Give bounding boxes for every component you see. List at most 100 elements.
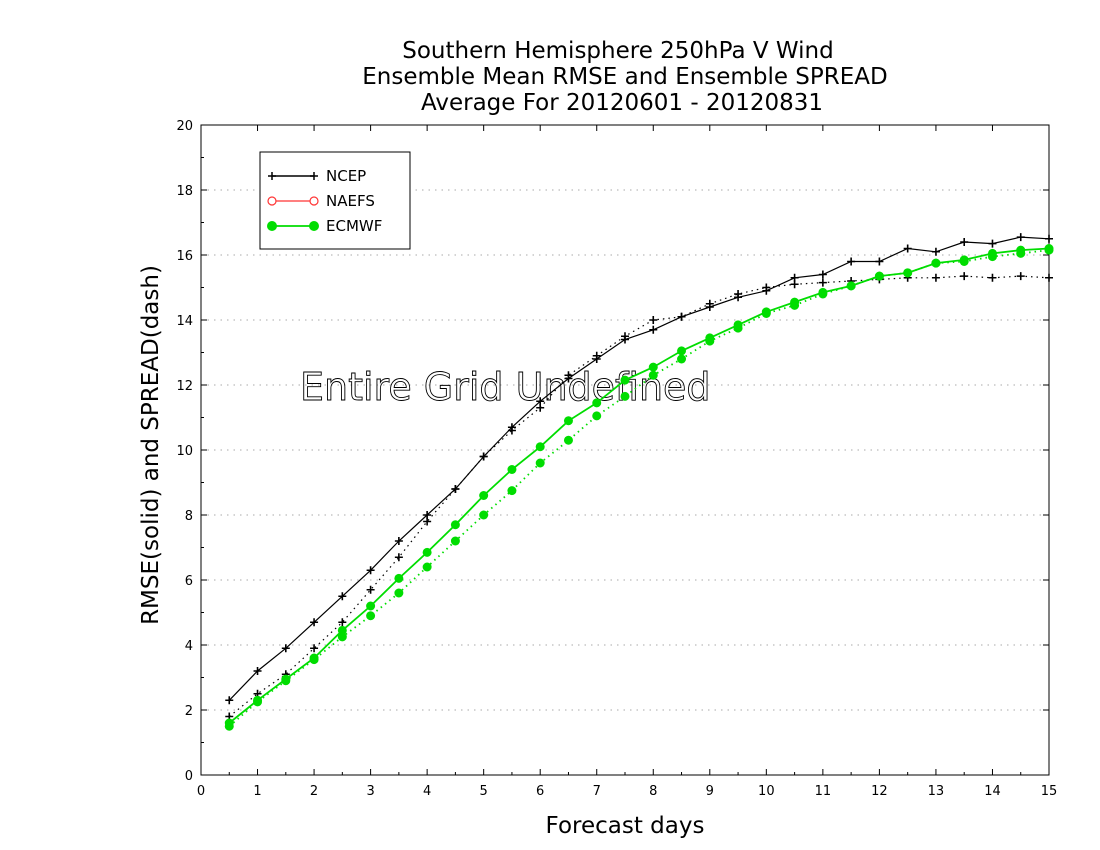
ecmwf-spread-point xyxy=(479,510,489,520)
grid-lines xyxy=(201,189,1049,711)
x-tick-label-9: 9 xyxy=(706,784,714,799)
ncep-rmse-point xyxy=(507,423,516,432)
ncep-rmse-point xyxy=(310,618,319,627)
ncep-rmse-point xyxy=(649,325,658,334)
ncep-spread-point xyxy=(960,272,969,281)
ecmwf-rmse-point xyxy=(1044,244,1054,253)
y-tick-label-2: 2 xyxy=(185,704,193,719)
ncep-rmse-point xyxy=(677,312,686,321)
ecmwf-rmse-point xyxy=(931,258,941,268)
x-tick-label-8: 8 xyxy=(649,784,657,799)
ncep-rmse-point xyxy=(903,244,912,253)
x-tick-label-12: 12 xyxy=(871,784,888,799)
legend: NCEP NAEFS ECMWF xyxy=(259,151,411,250)
y-tick-label-8: 8 xyxy=(185,509,193,524)
ecmwf-spread-point xyxy=(535,458,545,468)
y-tick-label-18: 18 xyxy=(176,184,193,199)
ecmwf-rmse-point xyxy=(677,346,687,356)
ncep-rmse-point xyxy=(818,270,827,279)
x-tick-label-4: 4 xyxy=(423,784,431,799)
y-tick-label-20: 20 xyxy=(176,119,193,134)
ecmwf-spread-point xyxy=(366,611,376,621)
ecmwf-spread-point xyxy=(592,411,602,421)
ncep-spread-point xyxy=(988,273,997,282)
ecmwf-rmse-point xyxy=(422,547,432,557)
legend-ecmwf-marker-left xyxy=(267,221,277,231)
ecmwf-rmse-point xyxy=(818,287,828,297)
ncep-spread-point xyxy=(1045,273,1053,282)
ecmwf-rmse-point xyxy=(479,491,489,500)
ecmwf-rmse-point xyxy=(224,718,234,728)
ncep-rmse-point xyxy=(621,335,629,344)
legend-label-ncep: NCEP xyxy=(326,167,366,185)
ecmwf-rmse-point xyxy=(337,625,347,635)
ecmwf-spread-point xyxy=(563,435,573,445)
y-tick-label-10: 10 xyxy=(176,444,193,459)
ncep-rmse-point xyxy=(394,537,403,545)
x-tick-label-2: 2 xyxy=(310,784,318,799)
ncep-rmse-point xyxy=(479,452,488,461)
ncep-rmse-point xyxy=(1045,234,1053,243)
ncep-rmse-point xyxy=(366,566,375,575)
ncep-rmse-point xyxy=(225,696,234,705)
ecmwf-spread-point xyxy=(507,486,517,496)
x-tick-label-1: 1 xyxy=(253,784,261,799)
ecmwf-spread-point xyxy=(620,391,630,401)
ecmwf-spread-point xyxy=(422,562,432,572)
ncep-rmse-point xyxy=(931,247,940,256)
ecmwf-rmse-point xyxy=(790,297,800,307)
chart-title-line-1: Southern Hemisphere 250hPa V Wind xyxy=(402,38,833,64)
ncep-rmse-point xyxy=(790,273,799,282)
ncep-spread-line xyxy=(228,275,1050,717)
y-tick-label-0: 0 xyxy=(185,769,193,784)
ecmwf-rmse-point xyxy=(846,281,856,291)
ncep-rmse-point xyxy=(847,257,856,266)
ecmwf-rmse-point xyxy=(874,271,884,281)
ecmwf-rmse-point xyxy=(761,307,771,317)
ncep-spread-point xyxy=(338,618,347,627)
ncep-spread-point xyxy=(931,273,940,282)
ncep-rmse-point xyxy=(988,239,997,248)
x-tick-label-7: 7 xyxy=(593,784,601,799)
ecmwf-rmse-point xyxy=(987,248,997,258)
ncep-rmse-point xyxy=(451,485,460,493)
x-tick-label-14: 14 xyxy=(984,784,1001,799)
ncep-spread-point xyxy=(1016,272,1025,281)
ncep-spread-point xyxy=(649,316,658,324)
ecmwf-spread-line xyxy=(228,249,1050,727)
ecmwf-rmse-point xyxy=(620,375,630,385)
ecmwf-spread-point xyxy=(677,354,687,364)
ncep-rmse-point xyxy=(1016,233,1025,242)
y-tick-label-14: 14 xyxy=(176,314,193,329)
ncep-rmse-point xyxy=(338,592,347,601)
ecmwf-rmse-point xyxy=(366,601,376,611)
ncep-rmse-point xyxy=(875,257,884,266)
chart-title-line-3: Average For 20120601 - 20120831 xyxy=(421,90,823,116)
series-layer xyxy=(224,233,1054,731)
x-tick-label-6: 6 xyxy=(536,784,544,799)
y-axis-ticks: 0 2 4 6 8 10 12 14 16 18 20 xyxy=(176,119,1049,784)
y-tick-label-16: 16 xyxy=(176,249,193,264)
ncep-rmse-point xyxy=(253,667,262,675)
ecmwf-spread-point xyxy=(450,536,460,546)
x-tick-label-15: 15 xyxy=(1041,784,1058,799)
ncep-rmse-point xyxy=(564,374,573,383)
ecmwf-spread-point xyxy=(394,588,404,598)
ncep-rmse-point xyxy=(423,511,432,519)
ecmwf-rmse-point xyxy=(648,362,658,372)
ecmwf-rmse-point xyxy=(394,573,404,583)
ecmwf-rmse-point xyxy=(253,695,263,705)
ecmwf-rmse-line xyxy=(228,247,1050,724)
ncep-spread-point xyxy=(818,278,827,287)
ecmwf-rmse-point xyxy=(733,320,743,330)
ncep-rmse-line xyxy=(228,236,1050,701)
ecmwf-spread-point xyxy=(337,632,347,642)
ecmwf-rmse-point xyxy=(450,520,460,530)
ncep-rmse-point xyxy=(960,238,969,246)
ncep-rmse-point xyxy=(281,644,290,653)
ncep-spread-point xyxy=(394,553,403,562)
x-tick-label-11: 11 xyxy=(815,784,832,799)
y-axis-title: RMSE(solid) and SPREAD(dash) xyxy=(138,265,164,625)
ncep-rmse-point xyxy=(536,397,545,406)
